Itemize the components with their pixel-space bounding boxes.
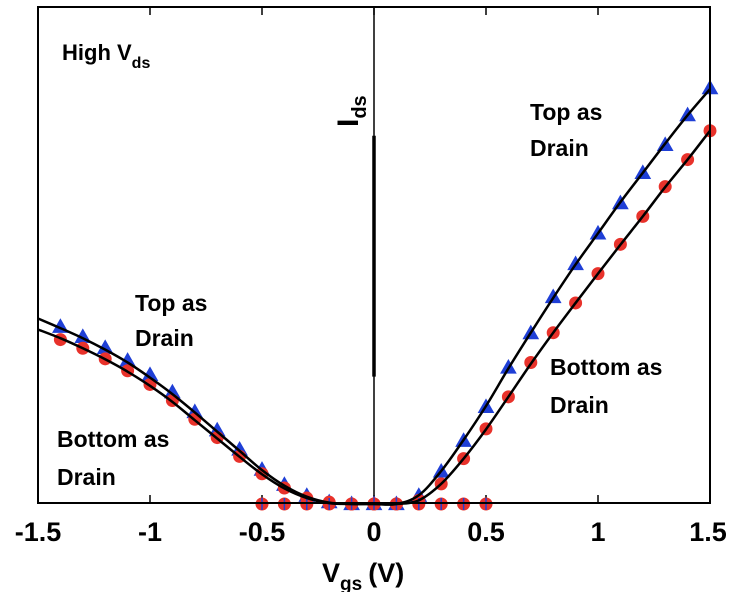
annotation-left-bottom-line1: Bottom as: [57, 426, 169, 452]
x-axis-label-main: V: [322, 558, 340, 588]
x-axis-label: Vgs (V): [322, 558, 404, 592]
axes-box: [37, 6, 711, 504]
corner-annotation-sub: ds: [132, 55, 151, 72]
plot-layer: [37, 7, 719, 511]
annotation-left-top-line2: Drain: [135, 325, 194, 351]
x-tick-label: 1.5: [689, 517, 727, 547]
x-tick-label: 0: [366, 517, 381, 547]
x-tick-label: -1.5: [15, 517, 62, 547]
annotation-right-top-line2: Drain: [530, 135, 589, 161]
annotation-right-bottom-line1: Bottom as: [550, 354, 662, 380]
corner-annotation-main: High V: [62, 40, 132, 65]
x-axis-label-sub: gs: [340, 574, 362, 592]
annotation-left-top-line1: Top as: [135, 290, 207, 316]
corner-annotation: High Vds: [62, 40, 150, 72]
y-axis-label-main: I: [332, 119, 365, 127]
annotation-right-top-line1: Top as: [530, 99, 602, 125]
x-tick-labels: -1.5 -1 -0.5 0 0.5 1 1.5: [15, 517, 727, 547]
x-tick-label: -0.5: [239, 517, 286, 547]
annotation-right-bottom-line2: Drain: [550, 392, 609, 418]
annotation-left-bottom-line2: Drain: [57, 464, 116, 490]
x-axis-label-unit: (V): [368, 558, 404, 588]
x-tick-label: -1: [138, 517, 162, 547]
x-tick-label: 1: [590, 517, 605, 547]
y-axis-label: Ids: [332, 95, 371, 127]
x-tick-label: 0.5: [467, 517, 505, 547]
y-axis-label-sub: ds: [349, 95, 371, 118]
